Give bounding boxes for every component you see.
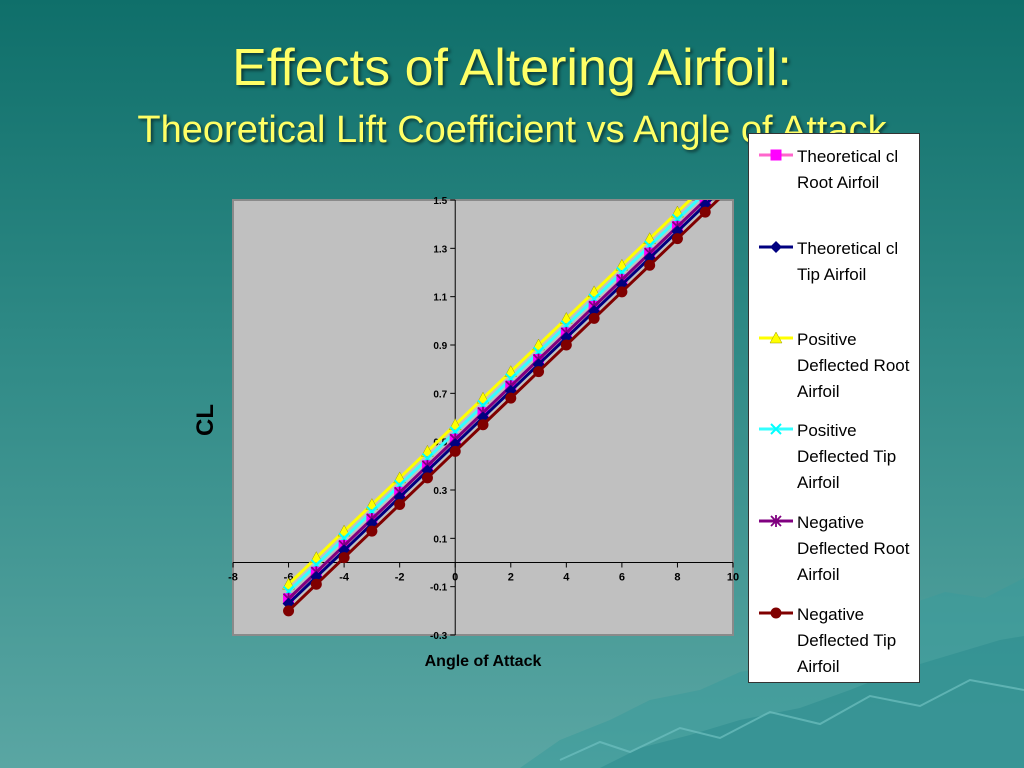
data-point — [338, 552, 350, 564]
legend-label: Negative Deflected Tip Airfoil — [797, 605, 897, 676]
x-tick-label: 10 — [727, 572, 739, 584]
data-point — [587, 285, 601, 298]
data-point — [728, 167, 738, 179]
y-tick-label: 1.1 — [433, 293, 447, 304]
x-tick-label: 0 — [452, 572, 458, 584]
data-point — [643, 232, 657, 244]
data-point — [644, 259, 656, 271]
legend-label: Theoretical cl Tip Airfoil — [797, 239, 899, 284]
data-point — [770, 423, 782, 435]
data-point — [615, 258, 629, 271]
data-point — [616, 286, 628, 298]
legend-swatch — [759, 241, 793, 253]
chart-legend: Theoretical cl Root Airfoil Theoretical c… — [748, 133, 920, 683]
data-point — [394, 499, 406, 510]
y-axis-label: CL — [192, 404, 219, 436]
data-point — [728, 161, 738, 171]
series-6 — [283, 180, 739, 617]
data-point — [366, 525, 378, 537]
x-tick-label: -4 — [339, 572, 350, 584]
legend-item: Theoretical cl Root Airfoil — [759, 144, 917, 196]
legend-item: Positive Deflected Root Airfoil — [759, 327, 917, 405]
data-point — [309, 551, 323, 563]
legend-label: Negative Deflected Root Airfoil — [797, 513, 910, 584]
x-axis-label: Angle of Attack — [424, 653, 542, 670]
data-point — [560, 339, 572, 351]
data-point — [728, 168, 738, 178]
data-point — [283, 605, 295, 617]
x-tick-label: 4 — [563, 572, 570, 584]
x-tick-label: -2 — [395, 572, 405, 584]
data-point — [421, 472, 433, 484]
legend-label: Positive Deflected Root Airfoil — [797, 330, 910, 401]
y-tick-label: 0.9 — [433, 341, 447, 352]
data-point — [532, 338, 545, 351]
data-point — [449, 445, 461, 457]
legend-swatch — [759, 149, 793, 161]
legend-item: Theoretical cl Tip Airfoil — [759, 236, 917, 288]
data-point — [699, 206, 711, 218]
legend-swatch — [759, 607, 793, 619]
y-tick-label: 0.1 — [433, 534, 447, 545]
y-tick-label: 1.3 — [433, 244, 447, 255]
slide-title: Effects of Altering Airfoil: — [232, 39, 792, 97]
x-tick-label: 2 — [508, 572, 514, 584]
y-tick-label: 0.7 — [433, 389, 447, 400]
y-tick-label: -0.3 — [430, 631, 448, 642]
data-point — [393, 471, 407, 484]
data-point — [421, 444, 434, 457]
data-point — [699, 180, 711, 191]
x-tick-label: 6 — [619, 572, 625, 584]
data-point — [728, 180, 739, 191]
legend-swatch — [759, 423, 793, 435]
x-tick-label: -6 — [284, 572, 294, 584]
data-point — [770, 149, 782, 161]
legend-label: Positive Deflected Tip Airfoil — [797, 421, 897, 492]
legend-item: Negative Deflected Tip Airfoil — [759, 602, 917, 680]
data-point — [770, 607, 782, 619]
data-point — [365, 497, 379, 510]
data-point — [770, 515, 782, 527]
legend-item: Positive Deflected Tip Airfoil — [759, 418, 917, 496]
data-point — [477, 419, 489, 431]
legend-label: Theoretical cl Root Airfoil — [797, 147, 899, 192]
y-tick-label: 1.5 — [433, 196, 447, 207]
data-point — [504, 365, 518, 377]
y-tick-label: 0.5 — [433, 438, 447, 449]
legend-swatch — [759, 331, 793, 344]
data-point — [727, 172, 739, 184]
data-point — [671, 233, 683, 245]
data-point — [448, 418, 462, 430]
data-point — [559, 311, 573, 324]
x-tick-label: 8 — [674, 572, 680, 584]
data-point — [588, 312, 600, 324]
legend-item: Negative Deflected Root Airfoil — [759, 510, 917, 588]
data-point — [699, 200, 712, 211]
x-tick-label: -8 — [228, 572, 238, 584]
data-point — [337, 524, 351, 537]
data-point — [310, 578, 322, 590]
y-tick-label: -0.1 — [430, 583, 448, 594]
data-point — [769, 331, 783, 344]
data-point — [505, 392, 517, 404]
series-3 — [282, 153, 739, 590]
data-point — [533, 366, 545, 378]
data-point — [700, 188, 710, 198]
y-tick-label: 0.3 — [433, 486, 447, 497]
data-point — [770, 241, 782, 253]
data-point — [727, 153, 739, 164]
data-point — [282, 577, 295, 590]
data-point — [476, 391, 490, 404]
data-point — [671, 205, 684, 218]
legend-swatch — [759, 515, 793, 527]
